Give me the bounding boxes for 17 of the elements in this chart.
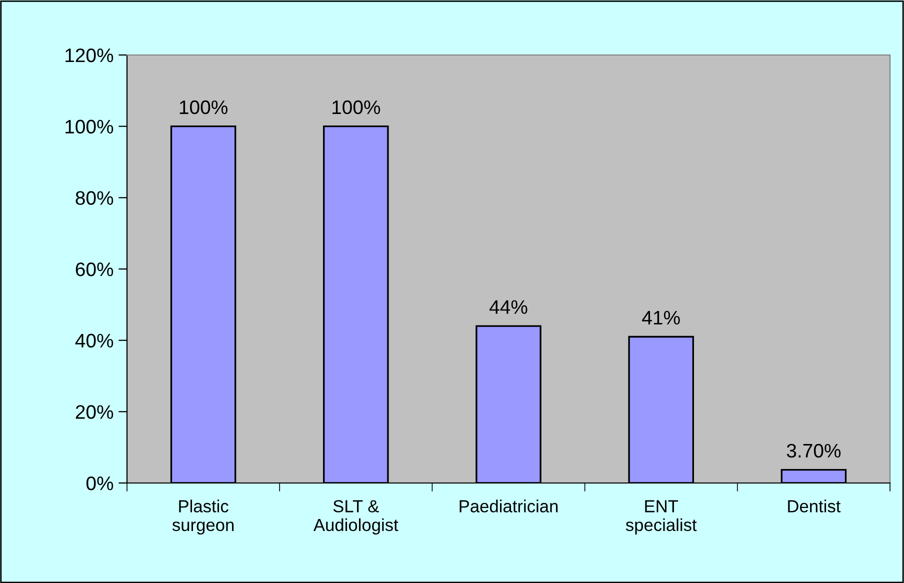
y-tick-label: 40% — [75, 334, 114, 348]
data-label: 44% — [489, 300, 528, 314]
y-tick-label: 100% — [66, 120, 114, 134]
data-label: 3.70% — [786, 444, 841, 458]
y-tick-label: 20% — [76, 405, 114, 419]
data-label: 100% — [332, 100, 380, 114]
x-tick-label: Paediatrician — [460, 500, 558, 512]
y-tick-label: 80% — [76, 191, 114, 205]
x-tick-label: ENT specialist — [626, 500, 697, 535]
y-tick-label: 0% — [86, 476, 114, 490]
data-label: 100% — [180, 100, 228, 114]
x-tick-label: Dentist — [788, 500, 841, 512]
data-label: 41% — [642, 310, 680, 325]
x-tick-label: SLT & Audiologist — [313, 500, 398, 535]
y-tick-label: 60% — [76, 262, 114, 276]
x-tick-label: Plastic surgeon — [172, 500, 234, 535]
y-tick-label: 120% — [66, 48, 114, 62]
